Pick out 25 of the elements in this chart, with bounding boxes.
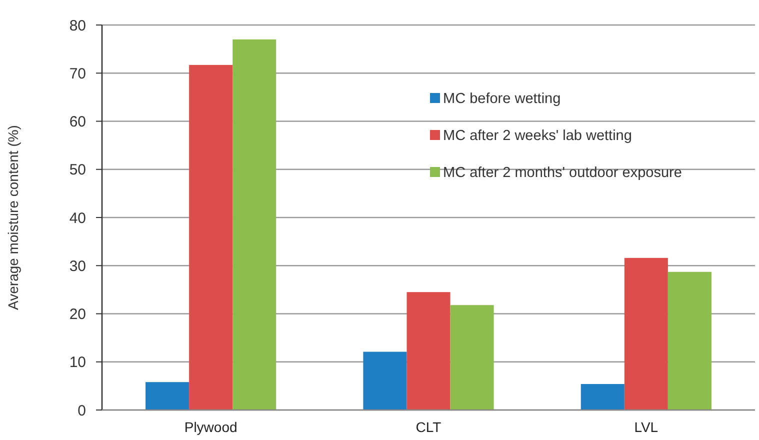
bar (580, 384, 624, 410)
bar (363, 352, 407, 410)
y-tick-label: 40 (69, 210, 86, 227)
x-tick-label: LVL (634, 419, 658, 435)
x-tick-label: CLT (416, 419, 442, 435)
bar (624, 258, 668, 410)
y-tick-label: 0 (78, 402, 86, 420)
bar (146, 382, 190, 410)
bar (668, 272, 712, 410)
y-tick-label: 50 (69, 162, 86, 179)
y-axis-title: Average moisture content (%) (5, 125, 21, 310)
x-tick-label: Plywood (184, 419, 238, 435)
y-tick-label: 80 (69, 17, 86, 34)
legend-label: MC after 2 weeks' lab wetting (443, 128, 632, 144)
y-tick-label: 30 (69, 258, 86, 275)
y-tick-label: 60 (69, 114, 86, 130)
y-tick-label: 70 (69, 65, 86, 82)
bar (406, 292, 450, 410)
bar (450, 305, 494, 410)
legend-label: MC before wetting (443, 91, 561, 108)
bar (189, 64, 233, 410)
y-tick-label: 10 (69, 354, 86, 372)
legend-label: MC after 2 months' outdoor exposure (443, 165, 682, 182)
bar (232, 39, 276, 410)
y-tick-label: 20 (69, 306, 86, 323)
